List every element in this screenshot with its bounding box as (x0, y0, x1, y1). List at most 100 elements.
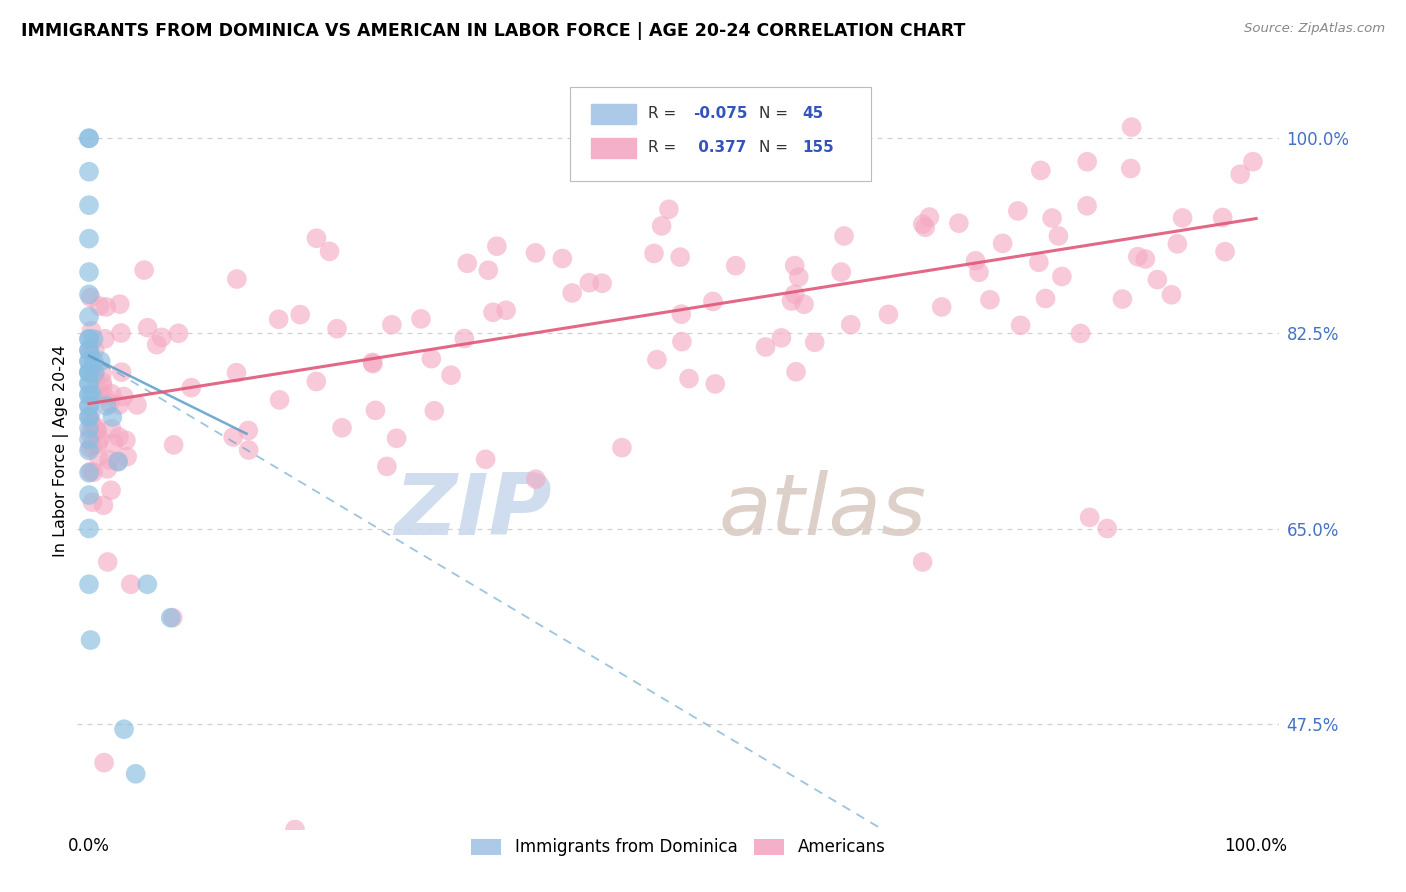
Point (803, 335, 825, 350)
Point (77, 488, 100, 502)
Point (578, 276, 600, 290)
Point (914, 220, 936, 235)
Point (93, 389, 115, 403)
Point (91, 367, 114, 381)
Point (77, 232, 100, 246)
Point (1070, 326, 1092, 341)
Point (80, 324, 103, 338)
Text: N =: N = (759, 140, 793, 154)
Point (477, 263, 499, 277)
Point (150, 330, 173, 344)
Point (163, 438, 186, 452)
Point (77, 366, 100, 380)
Text: 0.377: 0.377 (693, 140, 747, 154)
Point (97, 555, 120, 569)
Point (1160, 287, 1182, 301)
Point (967, 265, 990, 279)
Point (93, 756, 115, 770)
Point (77, 421, 100, 435)
Point (222, 430, 245, 444)
Point (1040, 211, 1063, 225)
Point (91, 380, 114, 394)
Point (671, 307, 693, 321)
Point (89, 432, 111, 446)
Point (77, 366, 100, 380)
Point (1212, 211, 1234, 225)
Point (83, 343, 105, 358)
Point (658, 202, 681, 217)
Point (180, 381, 202, 395)
Point (482, 305, 505, 319)
Point (225, 272, 247, 286)
Point (1028, 255, 1050, 269)
Point (77, 310, 100, 324)
Point (485, 239, 508, 253)
Point (77, 131, 100, 145)
Point (1076, 199, 1098, 213)
Point (136, 577, 159, 591)
Point (77, 343, 100, 358)
Point (1111, 292, 1133, 306)
Point (77, 387, 100, 401)
Point (100, 483, 122, 498)
Point (361, 355, 384, 369)
Point (1213, 244, 1236, 259)
Point (918, 210, 941, 224)
Point (103, 436, 125, 450)
Point (110, 326, 132, 340)
Point (112, 723, 135, 737)
Point (495, 303, 517, 318)
Point (84, 423, 107, 437)
Point (77, 198, 100, 212)
Point (318, 244, 340, 259)
Point (267, 312, 290, 326)
Text: R =: R = (648, 105, 682, 120)
Point (591, 277, 613, 291)
Point (783, 259, 806, 273)
Point (125, 767, 148, 781)
Point (561, 285, 583, 300)
Point (830, 265, 852, 279)
Point (770, 331, 793, 345)
Point (979, 293, 1001, 307)
Point (77, 387, 100, 401)
Point (77, 366, 100, 380)
Point (423, 403, 446, 417)
Text: N =: N = (759, 105, 793, 120)
Point (77, 399, 100, 413)
Point (86, 424, 108, 438)
Point (77, 522, 100, 536)
Text: 155: 155 (803, 140, 834, 154)
Point (409, 312, 432, 326)
Point (80, 417, 103, 431)
Point (385, 431, 408, 445)
Point (91, 375, 114, 389)
Point (305, 375, 328, 389)
Point (136, 320, 159, 334)
Point (107, 455, 129, 469)
Point (77, 466, 100, 480)
Point (82, 465, 104, 479)
Point (77, 265, 100, 279)
Point (1146, 272, 1168, 286)
Point (1229, 167, 1251, 181)
Point (238, 443, 260, 458)
Text: ZIP: ZIP (395, 469, 553, 553)
Point (77, 332, 100, 346)
Point (269, 392, 291, 407)
Point (77, 410, 100, 425)
Point (87, 450, 110, 464)
Point (440, 368, 463, 383)
Point (1126, 250, 1149, 264)
Point (167, 326, 190, 341)
Point (107, 454, 129, 468)
Point (77, 577, 100, 591)
Point (77, 376, 100, 391)
Point (305, 231, 328, 245)
Point (551, 252, 574, 266)
Point (94, 332, 117, 346)
Point (1007, 203, 1029, 218)
Point (381, 318, 404, 332)
Point (115, 450, 138, 464)
Text: atlas: atlas (718, 469, 927, 553)
